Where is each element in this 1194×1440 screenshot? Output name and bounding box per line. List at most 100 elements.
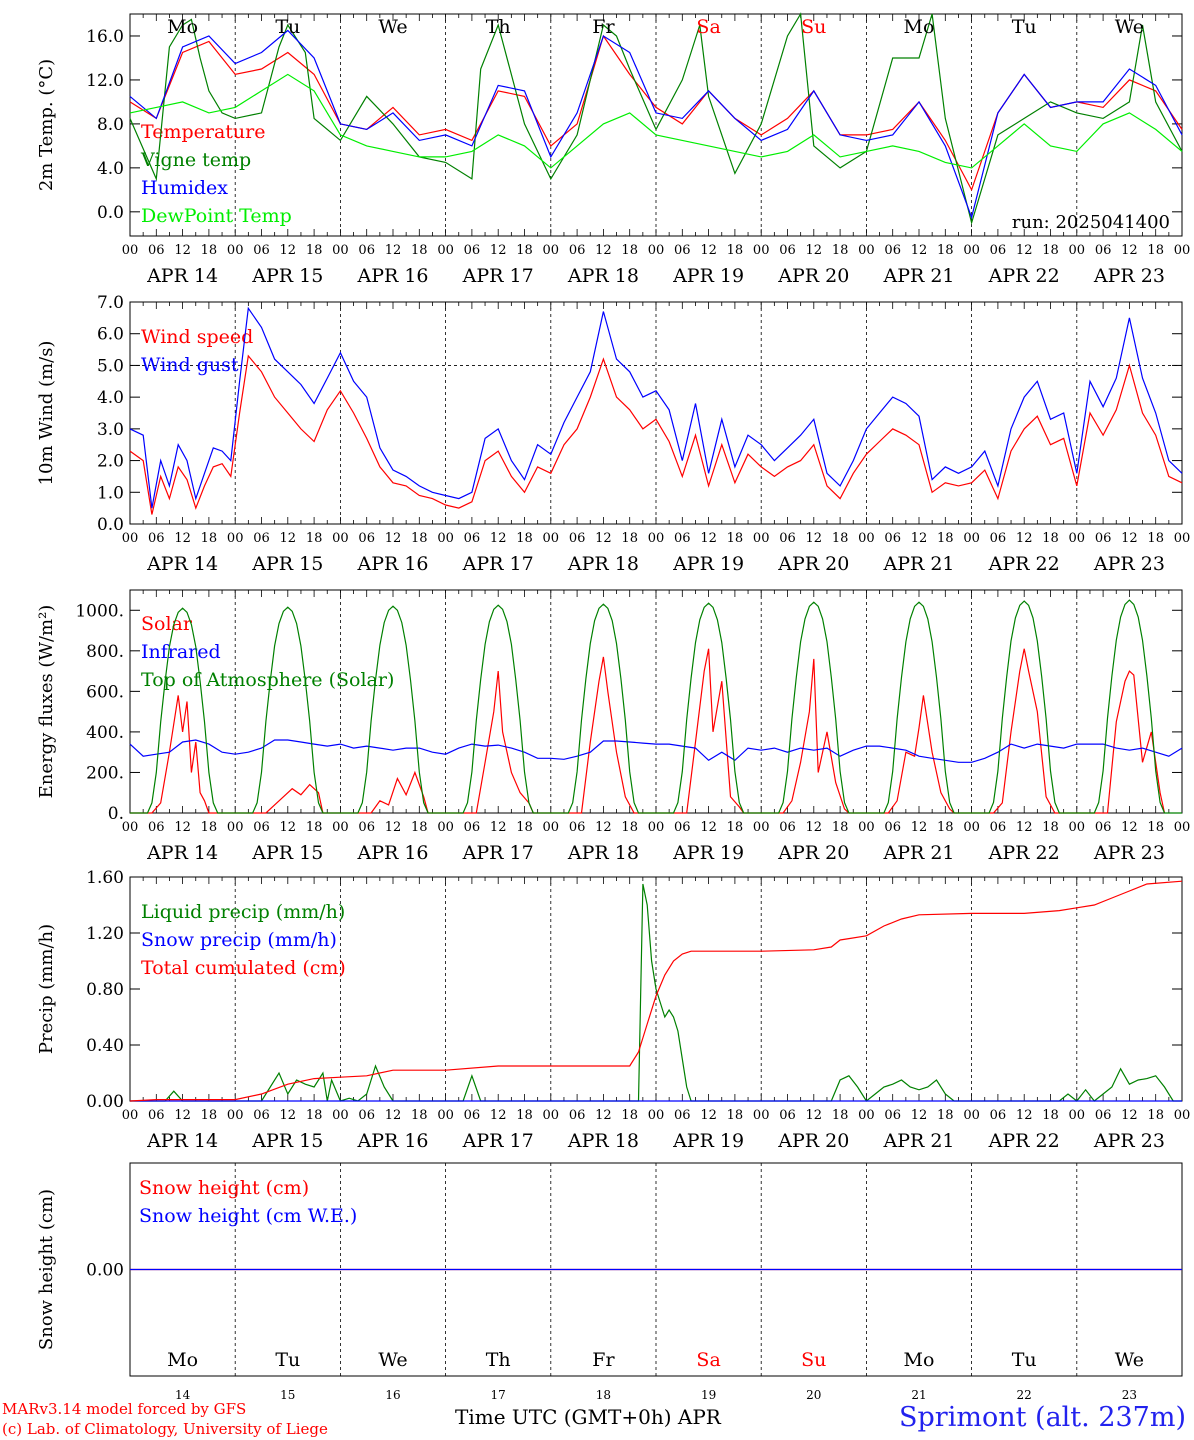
hour-tick-label: 18	[621, 243, 638, 258]
legend-entry: Liquid precip (mm/h)	[141, 901, 345, 923]
y-tick-label: 0.40	[86, 1036, 124, 1056]
hour-tick-label: 18	[621, 531, 638, 546]
hour-tick-label: 18	[516, 1108, 533, 1123]
y-tick-label: 0.80	[86, 980, 124, 1000]
hour-tick-label: 18	[937, 820, 954, 835]
hour-tick-label: 06	[253, 243, 270, 258]
hour-tick-label: 06	[253, 820, 270, 835]
hour-tick-label: 18	[832, 531, 849, 546]
day-label: APR 21	[882, 265, 954, 287]
day-label: APR 21	[882, 553, 954, 575]
hour-tick-label: 18	[621, 820, 638, 835]
y-tick-label: 16.0	[86, 27, 124, 47]
y-tick-label: 0.0	[97, 203, 124, 223]
hour-tick-label: 00	[332, 820, 349, 835]
hour-tick-label: 00	[963, 531, 980, 546]
y-axis-label: Snow height (cm)	[36, 1189, 57, 1350]
hour-tick-label: 18	[937, 531, 954, 546]
hour-tick-label: 06	[1095, 243, 1112, 258]
hour-tick-label: 00	[122, 243, 139, 258]
y-tick-label: 1.0	[97, 483, 124, 503]
hour-tick-label: 06	[253, 531, 270, 546]
hour-tick-label: 06	[358, 243, 375, 258]
hour-tick-label: 18	[727, 531, 744, 546]
hour-tick-label: 12	[1121, 531, 1138, 546]
weekday-label: We	[1115, 1349, 1144, 1371]
hour-tick-label: 12	[700, 531, 717, 546]
hour-tick-label: 12	[490, 1108, 507, 1123]
day-number-label: 19	[701, 1388, 716, 1402]
y-tick-label: 12.0	[86, 71, 124, 91]
series-line	[130, 883, 1182, 1102]
hour-tick-label: 00	[648, 531, 665, 546]
hour-tick-label: 06	[148, 243, 165, 258]
legend-entry: Top of Atmosphere (Solar)	[141, 669, 394, 691]
hour-tick-label: 12	[1016, 820, 1033, 835]
day-label: APR 14	[146, 265, 218, 287]
day-number-label: 20	[806, 1388, 821, 1402]
hour-tick-label: 18	[1042, 820, 1059, 835]
hour-tick-label: 12	[806, 820, 823, 835]
y-tick-label: 0.00	[86, 1092, 124, 1112]
hour-tick-label: 06	[464, 243, 481, 258]
hour-tick-label: 00	[1069, 820, 1086, 835]
day-label: APR 19	[672, 553, 744, 575]
hour-tick-label: 18	[937, 243, 954, 258]
hour-tick-label: 00	[227, 1108, 244, 1123]
location-title: Sprimont (alt. 237m)	[899, 1402, 1186, 1433]
hour-tick-label: 00	[858, 1108, 875, 1123]
legend-entry: Snow height (cm W.E.)	[139, 1205, 357, 1227]
hour-tick-label: 12	[911, 243, 928, 258]
series-line	[129, 880, 1183, 1102]
day-label: APR 16	[356, 1130, 428, 1152]
hour-tick-label: 12	[490, 820, 507, 835]
hour-tick-label: 12	[385, 1108, 402, 1123]
weekday-label: Mo	[167, 1349, 198, 1371]
hour-tick-label: 06	[884, 531, 901, 546]
legend-entry: DewPoint Temp	[141, 205, 292, 227]
hour-tick-label: 12	[595, 531, 612, 546]
hour-tick-label: 18	[201, 1108, 218, 1123]
hour-tick-label: 00	[543, 243, 560, 258]
weekday-label: Th	[486, 16, 511, 38]
day-label: APR 15	[251, 842, 323, 864]
hour-tick-label: 06	[253, 1108, 270, 1123]
weekday-label: Tu	[275, 16, 300, 38]
run-annotation: run: 2025041400	[1012, 212, 1170, 233]
legend-entry: Wind gust	[141, 354, 239, 376]
hour-tick-label: 00	[122, 1108, 139, 1123]
hour-tick-label: 12	[174, 243, 191, 258]
hour-tick-label: 00	[963, 820, 980, 835]
legend-entry: Wind speed	[141, 326, 253, 348]
day-label: APR 18	[567, 553, 639, 575]
series-line	[130, 599, 1182, 814]
hour-tick-label: 00	[753, 531, 770, 546]
hour-tick-label: 12	[490, 243, 507, 258]
day-label: APR 23	[1093, 1130, 1165, 1152]
hour-tick-label: 00	[1069, 531, 1086, 546]
hour-tick-label: 00	[858, 531, 875, 546]
series-line	[130, 648, 1166, 814]
day-number-label: 16	[385, 1388, 400, 1402]
hour-tick-label: 18	[411, 1108, 428, 1123]
y-tick-label: 0.	[108, 804, 124, 824]
day-label: APR 23	[1093, 842, 1165, 864]
hour-tick-label: 06	[358, 531, 375, 546]
hour-tick-label: 00	[858, 243, 875, 258]
y-tick-label: 3.0	[97, 420, 124, 440]
hour-tick-label: 18	[411, 820, 428, 835]
hour-tick-label: 12	[595, 820, 612, 835]
hour-tick-label: 18	[201, 531, 218, 546]
y-tick-label: 1.60	[86, 868, 124, 888]
day-number-label: 17	[491, 1388, 506, 1402]
hour-tick-label: 06	[569, 1108, 586, 1123]
hour-tick-label: 12	[174, 820, 191, 835]
day-label: APR 16	[356, 265, 428, 287]
hour-tick-label: 18	[516, 243, 533, 258]
hour-tick-label: 18	[201, 820, 218, 835]
hour-tick-label: 00	[227, 243, 244, 258]
y-tick-label: 4.0	[97, 159, 124, 179]
hour-tick-label: 06	[779, 1108, 796, 1123]
hour-tick-label: 06	[884, 243, 901, 258]
hour-tick-label: 12	[385, 243, 402, 258]
